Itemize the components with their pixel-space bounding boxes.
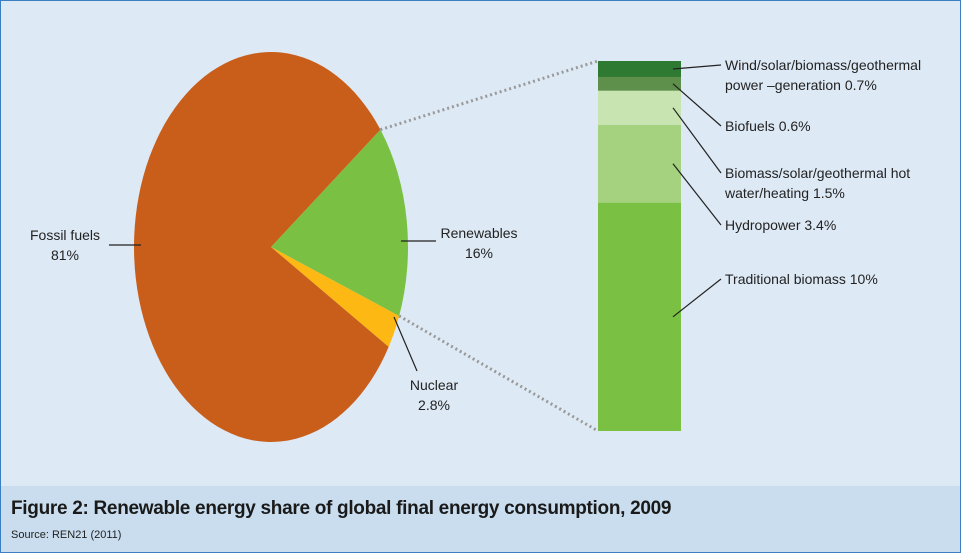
segment-value: 10% <box>849 271 878 287</box>
bar-segment <box>598 90 681 125</box>
bar-segment <box>598 124 681 203</box>
leader-line <box>393 316 418 372</box>
segment-name: Hydropower <box>725 217 801 233</box>
slice-name: Renewables <box>440 225 518 241</box>
segment-name: Biofuels <box>725 118 775 134</box>
slice-value: 16% <box>464 245 494 261</box>
segment-label: Biomass/solar/geothermal hot water/heati… <box>725 163 930 203</box>
leader-line <box>672 64 722 70</box>
segment-label: Wind/solar/biomass/geothermal power –gen… <box>725 55 930 95</box>
bar-segment <box>598 61 681 77</box>
slice-name: Fossil fuels <box>29 227 101 243</box>
slice-value: 81% <box>50 247 80 263</box>
segment-name: Traditional biomass <box>725 271 846 287</box>
segment-value: 3.4% <box>804 217 837 233</box>
slice-label: Renewables 16% <box>440 223 517 263</box>
bar-segment <box>598 202 681 431</box>
segment-label: Biofuels 0.6% <box>725 116 930 136</box>
pie-slice <box>133 51 389 443</box>
pie-slice <box>271 247 400 347</box>
segment-name: Wind/solar/biomass/geothermal power –gen… <box>725 57 922 93</box>
connector <box>379 59 599 132</box>
segment-name: Biomass/solar/geothermal hot water/heati… <box>725 165 911 201</box>
leader-line <box>672 163 722 226</box>
segment-value: 0.6% <box>778 118 811 134</box>
connector <box>398 314 599 433</box>
segment-value: 0.7% <box>844 77 877 93</box>
slice-label: Nuclear 2.8% <box>410 375 458 415</box>
pie-slice <box>271 129 408 316</box>
segment-label: Traditional biomass 10% <box>725 269 930 289</box>
segment-value: 1.5% <box>812 185 845 201</box>
figure-title: Figure 2: Renewable energy share of glob… <box>11 498 672 519</box>
slice-value: 2.8% <box>418 397 450 413</box>
chart <box>109 51 722 443</box>
slice-name: Nuclear <box>409 377 459 393</box>
bar-segment <box>598 76 681 91</box>
leader-line <box>672 107 722 174</box>
source-note: Source: REN21 (2011) <box>11 529 122 541</box>
leader-line <box>672 278 722 318</box>
leader-line <box>672 83 722 127</box>
caption-band <box>1 486 960 552</box>
segment-label: Hydropower 3.4% <box>725 215 930 235</box>
slice-label: Fossil fuels 81% <box>30 225 100 265</box>
